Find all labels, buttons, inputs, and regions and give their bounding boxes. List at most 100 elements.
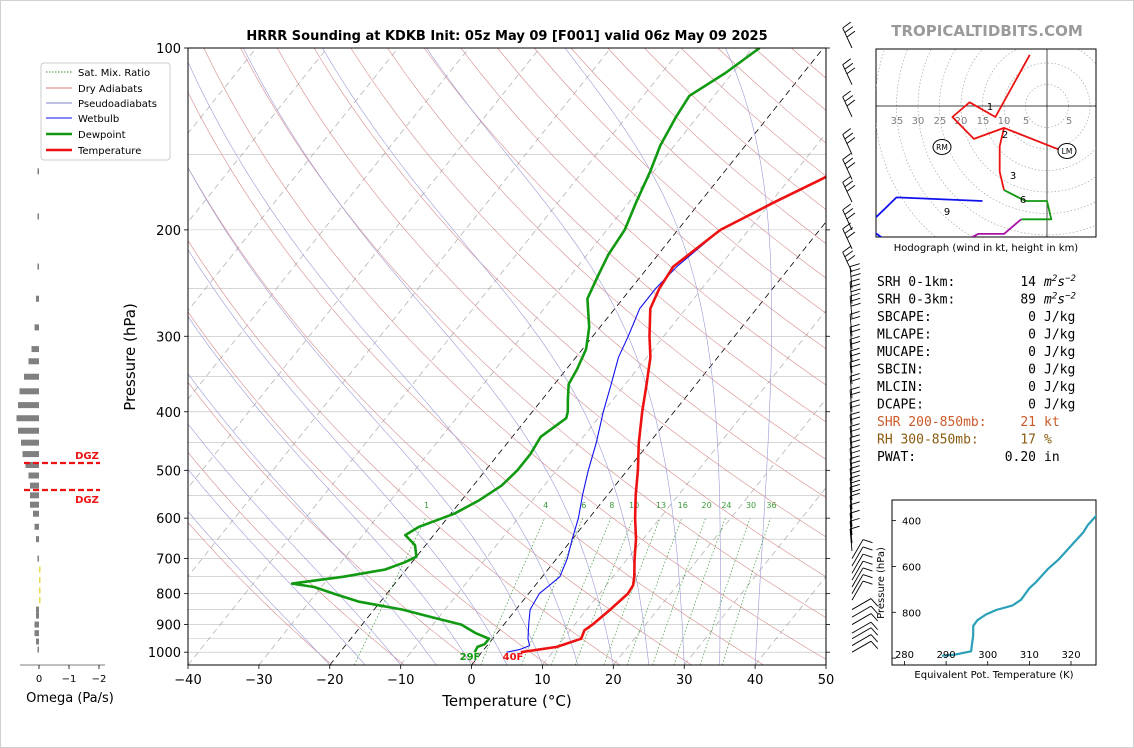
wind-barb-flag	[844, 95, 854, 102]
wind-barb-flag	[870, 627, 879, 636]
chart-title: HRRR Sounding at KDKB Init: 05z May 09 […	[246, 29, 767, 44]
hodograph-trace	[876, 196, 983, 237]
hodograph-caption: Hodograph (wind in kt, height in km)	[894, 243, 1079, 254]
legend: Sat. Mix. Ratio Dry Adiabats Pseudoadiab…	[40, 62, 171, 161]
wind-barb-flag	[850, 460, 861, 465]
mixing-ratio-line	[652, 518, 706, 665]
pseudoadiabat-line	[188, 249, 508, 665]
wind-barb	[849, 402, 853, 425]
wind-barb-flag	[849, 501, 860, 506]
dry-adiabat-line	[188, 522, 333, 665]
isotherm-line	[0, 48, 44, 665]
theta-e-x-tick-label: 280	[895, 650, 914, 661]
omega-bar	[37, 555, 39, 562]
wind-barb-flag	[849, 492, 860, 497]
omega-bar	[37, 168, 39, 175]
theta-e-line	[941, 514, 1096, 657]
dry-adiabat-line	[534, 48, 826, 314]
index-unit: kt	[1044, 415, 1060, 430]
index-value: 0	[1028, 310, 1036, 325]
wind-barb	[842, 27, 853, 49]
omega-bar	[16, 415, 39, 422]
legend-label-mixratio: Sat. Mix. Ratio	[78, 68, 150, 79]
omega-bar	[37, 213, 39, 220]
wind-barb-flag	[849, 445, 860, 449]
dry-adiabat-line	[497, 48, 826, 350]
omega-bar	[34, 324, 39, 331]
isotherm-line	[400, 132, 826, 665]
legend-label-wetbulb: Wetbulb	[78, 114, 119, 125]
temperature-line	[520, 175, 826, 654]
isotherm-line	[683, 487, 826, 665]
mixing-ratio-line	[626, 518, 683, 665]
dry-adiabat-line	[188, 167, 692, 665]
x-tick-label: −40	[174, 673, 201, 688]
index-value: 0.20	[1005, 450, 1036, 465]
isotherm-line	[329, 48, 824, 665]
theta-e-x-tick-label: 300	[978, 650, 997, 661]
dry-adiabat-line	[313, 48, 826, 538]
legend-label-dry: Dry Adiabats	[78, 84, 142, 95]
skewt-panel: 1 4 6 8 10 13 16 20 24 30 36 −40 −30 −20 −10 0 10 20 30 40…	[0, 21, 879, 710]
omega-bar	[33, 510, 39, 517]
mixing-ratio-line	[353, 518, 426, 665]
index-label: SRH 0-1km:	[877, 275, 955, 290]
index-value: 0	[1028, 398, 1036, 413]
lm-marker	[1057, 143, 1077, 159]
wind-barb-flag	[844, 208, 854, 215]
index-unit: in	[1044, 450, 1060, 465]
hodograph-trace	[1003, 189, 1053, 221]
dry-adiabat-line	[188, 240, 621, 665]
mixing-ratio-label: 24	[721, 501, 731, 510]
dry-adiabat-line	[276, 48, 826, 578]
wind-barb	[849, 513, 853, 536]
wind-barb-flag	[850, 439, 861, 444]
wind-barb-flag	[850, 268, 861, 272]
omega-bar	[18, 402, 39, 409]
omega-bar	[30, 501, 39, 508]
dry-adiabat-line	[423, 48, 826, 423]
index-value: 0	[1028, 380, 1036, 395]
index-label: PWAT:	[877, 450, 916, 465]
wind-barb-flag	[849, 292, 860, 297]
wind-barb-flag	[862, 539, 873, 544]
wind-barb-flag	[850, 341, 861, 345]
omega-bar	[22, 451, 39, 458]
wind-barb	[849, 504, 853, 527]
theta-e-panel: 280 290 300 310 320 400 600 800 Equivalent Pot.…	[876, 499, 1097, 681]
isotherm-line	[542, 309, 826, 665]
wind-barb	[849, 389, 853, 412]
dry-adiabat-line	[240, 48, 826, 619]
theta-e-xlabel: Equivalent Pot. Temperature (K)	[914, 670, 1073, 681]
wind-barb-flag	[846, 212, 856, 220]
omega-tick-label-2: −2	[92, 674, 107, 685]
mixing-ratio-label: 36	[766, 501, 776, 510]
omega-bar	[36, 295, 39, 302]
wind-barb-flag	[849, 423, 860, 427]
wind-barb-flag	[850, 450, 861, 454]
omega-bar	[30, 482, 39, 489]
rm-label: RM	[936, 143, 948, 152]
index-unit: m2s−2	[1043, 274, 1076, 290]
wind-barb-flag	[849, 336, 860, 340]
pseudoadiabat-line	[188, 316, 472, 665]
theta-e-ylabel: Pressure (hPa)	[876, 547, 887, 619]
wind-barb-flag	[870, 621, 879, 630]
wind-barb-flag	[850, 297, 861, 302]
wind-barb-flag	[849, 455, 860, 460]
wind-barb-flag	[846, 185, 856, 192]
wind-barb-flag	[842, 175, 851, 183]
wind-barb-flag	[849, 263, 860, 267]
wind-barb	[849, 496, 853, 519]
pseudoadiabat-line	[725, 48, 772, 665]
omega-bar	[39, 587, 41, 594]
legend-label-dewpoint: Dewpoint	[78, 130, 126, 141]
index-label: MLCIN:	[877, 380, 924, 395]
wind-barb-flag	[844, 180, 854, 188]
theta-e-y-tick-label: 400	[902, 517, 921, 528]
index-label: MUCAPE:	[877, 345, 932, 360]
wind-barb	[849, 529, 853, 552]
isotherm-line	[471, 221, 826, 665]
wind-barb	[851, 553, 864, 574]
